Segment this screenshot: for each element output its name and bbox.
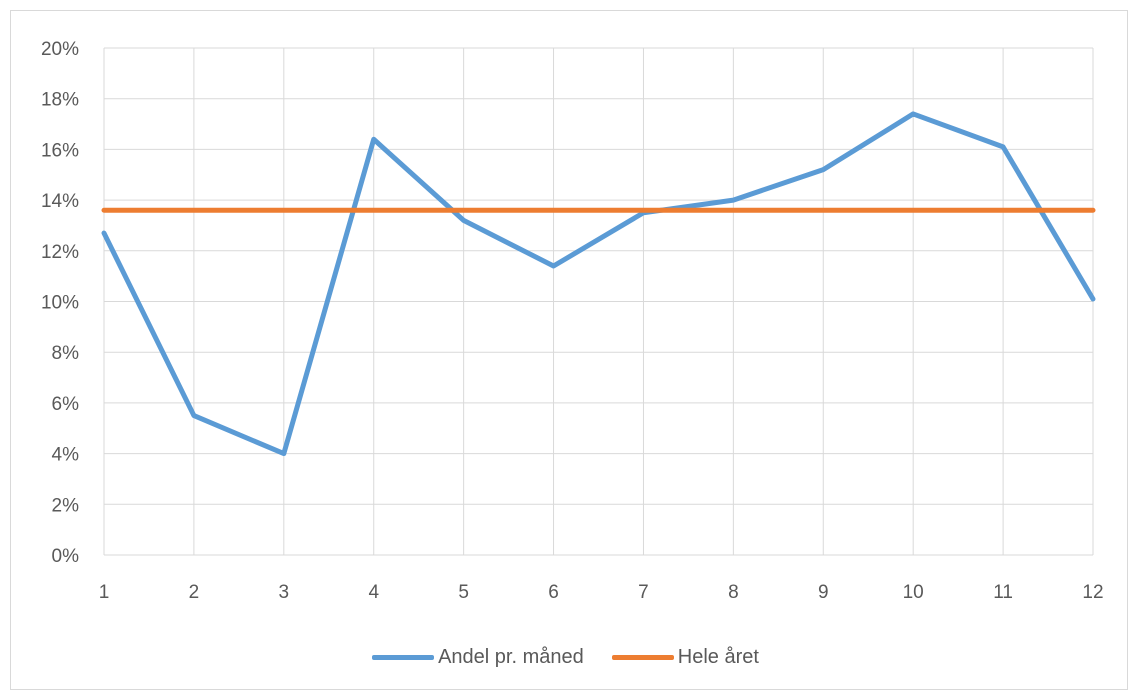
legend-label-series-1: Andel pr. måned [438, 645, 584, 668]
y-tick-label: 20% [41, 39, 79, 60]
x-tick-label: 8 [728, 582, 739, 603]
legend-item-series-1: Andel pr. måned [372, 646, 584, 669]
y-tick-label: 0% [52, 546, 80, 567]
x-tick-label: 1 [99, 582, 110, 603]
x-tick-label: 3 [279, 582, 290, 603]
x-tick-label: 6 [548, 582, 559, 603]
legend-label-series-2: Hele året [677, 645, 759, 668]
legend-swatch-series-1 [372, 654, 435, 660]
x-axis-tick-labels: 1 2 3 4 5 6 7 8 9 10 11 12 [99, 582, 1104, 603]
y-tick-label: 10% [41, 293, 79, 314]
x-tick-label: 10 [903, 582, 924, 603]
gridlines [103, 47, 1094, 556]
legend-swatch-series-2 [611, 654, 674, 660]
y-tick-label: 14% [41, 191, 79, 212]
y-axis-tick-labels: 0% 2% 4% 6% 8% 10% 12% 14% 16% 18% 20% [41, 39, 79, 567]
series-line-1 [101, 111, 1096, 457]
y-tick-label: 16% [41, 140, 79, 161]
x-tick-label: 7 [638, 582, 649, 603]
x-tick-label: 12 [1082, 582, 1103, 603]
legend-item-series-2: Hele året [611, 645, 759, 669]
y-tick-label: 12% [41, 242, 79, 263]
x-tick-label: 2 [189, 582, 200, 603]
series-lines [101, 111, 1096, 457]
y-tick-label: 18% [41, 90, 79, 111]
y-tick-label: 6% [52, 394, 80, 415]
x-tick-label: 4 [368, 582, 379, 603]
y-tick-label: 2% [52, 495, 80, 516]
x-tick-label: 11 [993, 582, 1013, 603]
y-tick-label: 4% [52, 445, 80, 466]
x-tick-label: 5 [458, 582, 469, 603]
y-tick-label: 8% [52, 343, 80, 364]
x-tick-label: 9 [818, 582, 829, 603]
legend: Andel pr. måned Hele året [0, 640, 1131, 674]
